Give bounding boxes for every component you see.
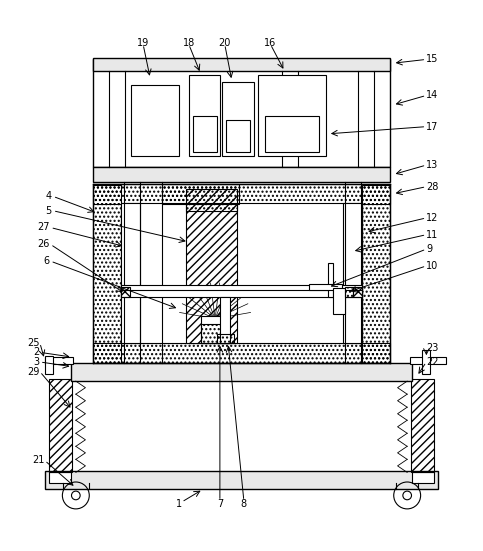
- Bar: [258, 75, 326, 156]
- Bar: [362, 185, 390, 363]
- Text: 26: 26: [37, 239, 49, 249]
- Bar: [121, 203, 140, 343]
- Bar: [200, 323, 229, 343]
- Text: 10: 10: [426, 261, 439, 271]
- Bar: [410, 356, 446, 364]
- Text: 23: 23: [426, 343, 439, 353]
- Text: 28: 28: [426, 182, 439, 192]
- Text: 21: 21: [32, 455, 44, 466]
- Text: 12: 12: [426, 213, 439, 223]
- Bar: [49, 379, 72, 472]
- Bar: [44, 356, 73, 364]
- Bar: [265, 116, 319, 152]
- Bar: [411, 379, 434, 472]
- Bar: [71, 363, 412, 381]
- Bar: [412, 472, 434, 483]
- Bar: [44, 356, 53, 374]
- Bar: [343, 203, 362, 343]
- Bar: [220, 297, 230, 343]
- Bar: [162, 184, 239, 204]
- Bar: [93, 184, 390, 204]
- Bar: [189, 75, 220, 156]
- Bar: [186, 189, 237, 343]
- Text: 27: 27: [37, 223, 49, 233]
- Text: 14: 14: [426, 90, 439, 100]
- Bar: [422, 350, 430, 374]
- Bar: [93, 60, 390, 168]
- Bar: [333, 288, 345, 314]
- Bar: [44, 471, 439, 489]
- Bar: [93, 343, 390, 363]
- Bar: [93, 168, 390, 182]
- Bar: [121, 203, 362, 343]
- Text: 25: 25: [28, 338, 40, 348]
- Bar: [222, 82, 254, 156]
- Text: 20: 20: [218, 37, 231, 47]
- Bar: [121, 287, 130, 297]
- Bar: [328, 263, 333, 297]
- Bar: [49, 472, 71, 483]
- Text: 22: 22: [426, 357, 439, 367]
- Bar: [226, 120, 250, 152]
- Bar: [309, 284, 342, 290]
- Text: 13: 13: [426, 160, 439, 170]
- Text: 29: 29: [28, 366, 40, 376]
- Bar: [200, 316, 229, 343]
- Text: 16: 16: [264, 37, 276, 47]
- Text: 18: 18: [183, 37, 195, 47]
- Bar: [121, 285, 362, 290]
- Bar: [353, 287, 362, 297]
- Text: 4: 4: [46, 191, 52, 201]
- Bar: [131, 85, 179, 156]
- Bar: [345, 287, 354, 297]
- Text: 19: 19: [137, 37, 149, 47]
- Text: 5: 5: [45, 206, 52, 215]
- Bar: [121, 289, 362, 297]
- Text: 7: 7: [217, 499, 223, 509]
- Text: 11: 11: [426, 230, 439, 240]
- Text: 6: 6: [43, 256, 49, 266]
- Bar: [93, 185, 121, 363]
- Text: 17: 17: [426, 122, 439, 132]
- Bar: [93, 58, 390, 72]
- Text: 8: 8: [241, 499, 247, 509]
- Bar: [216, 334, 234, 343]
- Text: 15: 15: [426, 55, 439, 64]
- Text: 3: 3: [34, 357, 40, 367]
- Bar: [193, 116, 216, 152]
- Bar: [186, 203, 237, 210]
- Text: 9: 9: [426, 244, 432, 254]
- Text: 1: 1: [176, 499, 182, 509]
- Text: 2: 2: [33, 347, 40, 358]
